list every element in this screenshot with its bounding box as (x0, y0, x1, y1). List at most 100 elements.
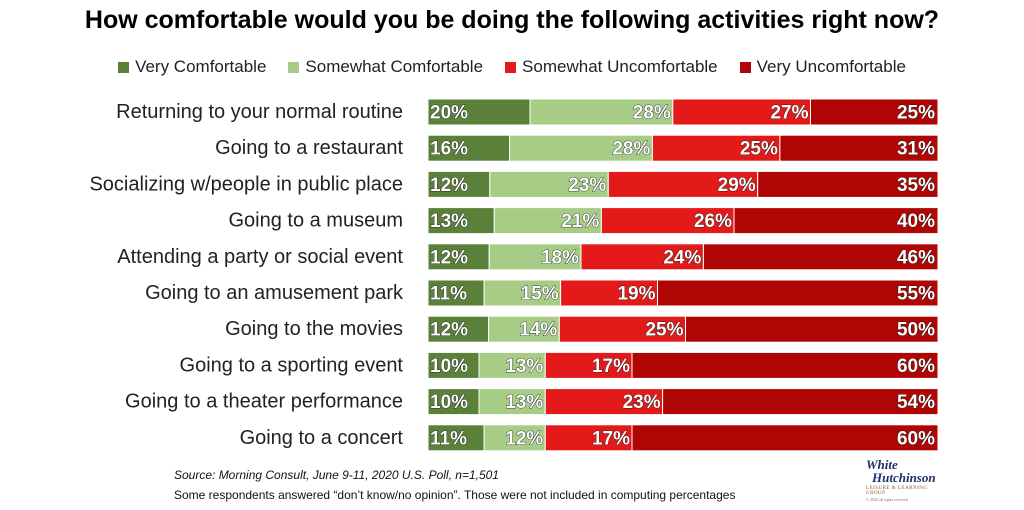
bar-segment-somewhat-comfortable (488, 243, 582, 271)
data-label-very-comfortable: 16% (430, 139, 468, 160)
data-label-somewhat-comfortable: 28% (633, 103, 671, 124)
data-label-very-comfortable: 11% (430, 428, 467, 449)
data-label-somewhat-uncomfortable: 27% (770, 103, 808, 124)
legend-label-very-uncomfortable: Very Uncomfortable (756, 57, 906, 76)
bar-segment-somewhat-uncomfortable (580, 243, 704, 271)
category-label: Socializing w/people in public place (89, 173, 403, 195)
bar-segment-very-uncomfortable (631, 351, 939, 379)
data-label-somewhat-uncomfortable: 23% (623, 392, 661, 413)
category-label: Going to the movies (225, 318, 403, 340)
data-label-very-uncomfortable: 50% (897, 320, 935, 341)
data-label-very-comfortable: 12% (430, 247, 468, 268)
bar-segment-very-uncomfortable (757, 170, 939, 198)
data-label-very-comfortable: 13% (430, 211, 468, 232)
category-label: Going to a museum (228, 210, 403, 232)
data-label-somewhat-uncomfortable: 17% (592, 356, 630, 377)
legend-swatch-somewhat-comfortable (288, 61, 300, 73)
data-label-very-uncomfortable: 40% (897, 211, 935, 232)
legend-swatch-very-uncomfortable (739, 61, 751, 73)
data-label-very-comfortable: 10% (430, 356, 468, 377)
legend: Very Comfortable Somewhat Comfortable So… (0, 57, 1024, 77)
data-label-very-comfortable: 10% (430, 392, 468, 413)
bar-segment-very-uncomfortable (810, 98, 939, 126)
data-label-very-comfortable: 11% (430, 284, 467, 305)
legend-item-very-comfortable: Very Comfortable (118, 57, 266, 77)
bar-segment-very-comfortable (427, 351, 480, 379)
bar-segment-somewhat-uncomfortable (544, 424, 633, 452)
legend-label-somewhat-uncomfortable: Somewhat Uncomfortable (522, 57, 718, 76)
data-label-very-uncomfortable: 60% (897, 428, 935, 449)
bar-segment-very-uncomfortable (733, 207, 939, 235)
data-label-somewhat-uncomfortable: 17% (592, 428, 630, 449)
bar-segment-somewhat-comfortable (478, 351, 546, 379)
data-label-very-uncomfortable: 46% (897, 247, 935, 268)
bar-segment-somewhat-comfortable (483, 424, 546, 452)
bar-segment-somewhat-comfortable (493, 207, 602, 235)
data-label-somewhat-comfortable: 23% (568, 175, 606, 196)
data-label-somewhat-comfortable: 14% (519, 320, 557, 341)
legend-label-somewhat-comfortable: Somewhat Comfortable (305, 57, 484, 76)
bar-segment-very-comfortable (427, 388, 480, 416)
category-label: Going to a concert (240, 427, 404, 449)
bar-segment-very-uncomfortable (631, 424, 939, 452)
legend-item-somewhat-comfortable: Somewhat Comfortable (288, 57, 483, 77)
data-label-somewhat-uncomfortable: 25% (645, 320, 683, 341)
source-note: Source: Morning Consult, June 9-11, 2020… (174, 468, 499, 482)
category-label: Attending a party or social event (117, 246, 403, 268)
data-label-somewhat-comfortable: 12% (505, 428, 543, 449)
legend-label-very-comfortable: Very Comfortable (135, 57, 267, 76)
data-label-somewhat-comfortable: 21% (561, 211, 599, 232)
legend-swatch-very-comfortable (118, 61, 130, 73)
bar-segment-somewhat-comfortable (489, 170, 609, 198)
bar-segment-very-uncomfortable (702, 243, 939, 271)
bar-segment-very-uncomfortable (685, 315, 939, 343)
data-label-very-uncomfortable: 25% (897, 103, 935, 124)
category-label: Going to an amusement park (145, 282, 404, 304)
data-label-very-comfortable: 12% (430, 320, 468, 341)
bar-segment-very-comfortable (427, 207, 495, 235)
data-label-somewhat-uncomfortable: 26% (694, 211, 732, 232)
data-label-somewhat-uncomfortable: 24% (663, 247, 701, 268)
data-label-somewhat-uncomfortable: 19% (617, 284, 655, 305)
data-label-very-uncomfortable: 54% (897, 392, 935, 413)
category-label: Going to a theater performance (125, 391, 403, 413)
data-label-very-uncomfortable: 31% (897, 139, 935, 160)
company-logo: White Hutchinson LEISURE & LEARNING GROU… (866, 457, 936, 502)
data-label-very-uncomfortable: 35% (897, 175, 935, 196)
chart-title: How comfortable would you be doing the f… (84, 6, 940, 34)
bar-segment-very-uncomfortable (779, 134, 939, 162)
data-label-very-uncomfortable: 55% (897, 284, 935, 305)
bar-segment-very-comfortable (427, 279, 485, 307)
category-label: Returning to your normal routine (116, 101, 403, 123)
data-label-somewhat-comfortable: 15% (521, 284, 559, 305)
data-label-somewhat-comfortable: 13% (505, 356, 543, 377)
data-label-very-comfortable: 12% (430, 175, 468, 196)
bar-segment-somewhat-uncomfortable (651, 134, 781, 162)
data-label-somewhat-uncomfortable: 25% (740, 139, 778, 160)
footnote: Some respondents answered “don’t know/no… (174, 488, 736, 502)
data-label-very-uncomfortable: 60% (897, 356, 935, 377)
bar-segment-very-uncomfortable (657, 279, 939, 307)
category-label: Going to a sporting event (180, 354, 404, 376)
bar-segment-very-uncomfortable (662, 388, 939, 416)
bar-segment-very-comfortable (427, 424, 485, 452)
legend-item-somewhat-uncomfortable: Somewhat Uncomfortable (505, 57, 718, 77)
data-label-somewhat-uncomfortable: 29% (718, 175, 756, 196)
legend-swatch-somewhat-uncomfortable (505, 61, 517, 73)
bar-segment-very-comfortable (427, 170, 491, 198)
category-label: Going to a restaurant (215, 137, 403, 159)
stacked-bar-chart: Returning to your normal routine 20% 28% 27… (89, 98, 939, 452)
data-label-somewhat-comfortable: 13% (505, 392, 543, 413)
bar-segment-very-comfortable (427, 134, 511, 162)
data-label-somewhat-comfortable: 28% (612, 139, 650, 160)
bar-segment-somewhat-uncomfortable (560, 279, 658, 307)
bar-segment-somewhat-comfortable (483, 279, 562, 307)
bar-segment-somewhat-uncomfortable (672, 98, 811, 126)
bar-segment-very-comfortable (427, 243, 490, 271)
bar-segment-somewhat-comfortable (529, 98, 674, 126)
legend-item-very-uncomfortable: Very Uncomfortable (739, 57, 906, 77)
bar-segment-very-comfortable (427, 98, 531, 126)
data-label-somewhat-comfortable: 18% (541, 247, 579, 268)
bar-segment-somewhat-comfortable (509, 134, 653, 162)
bar-segment-somewhat-comfortable (488, 315, 560, 343)
